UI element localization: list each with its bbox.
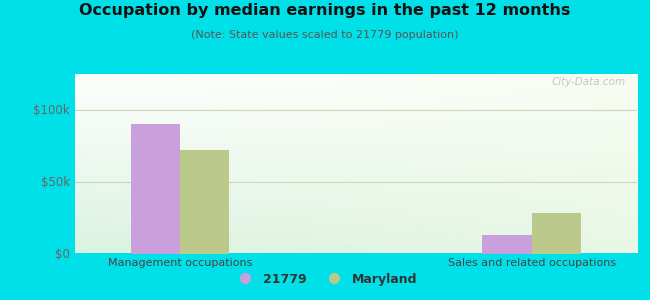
Legend: 21779, Maryland: 21779, Maryland — [228, 268, 422, 291]
Text: (Note: State values scaled to 21779 population): (Note: State values scaled to 21779 popu… — [191, 30, 459, 40]
Text: Occupation by median earnings in the past 12 months: Occupation by median earnings in the pas… — [79, 3, 571, 18]
Bar — [131, 124, 180, 254]
Bar — [532, 213, 581, 254]
Bar — [482, 235, 532, 254]
Bar — [180, 150, 229, 254]
Text: City-Data.com: City-Data.com — [552, 77, 626, 87]
